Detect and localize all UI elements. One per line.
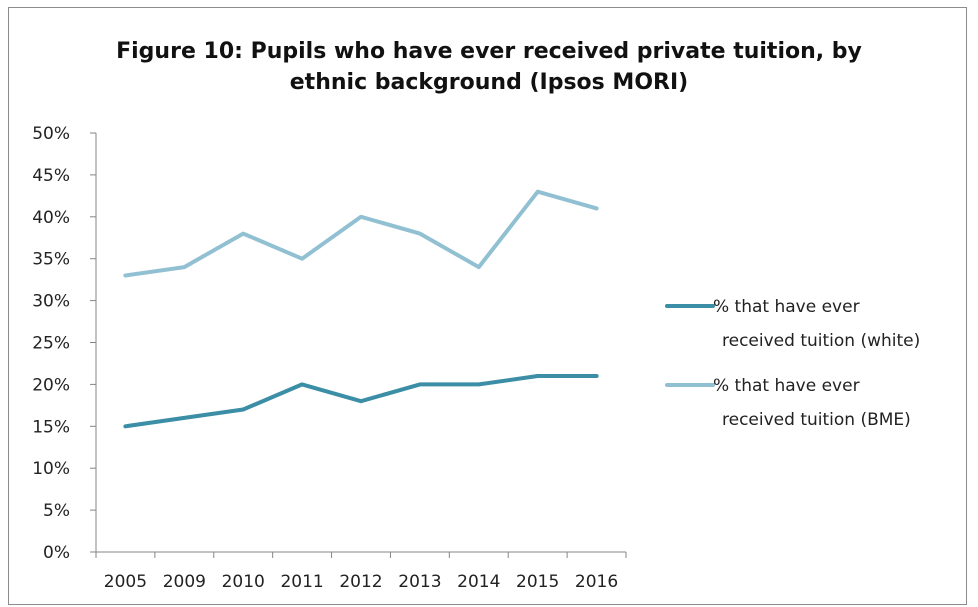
- series-0-point: [596, 375, 598, 377]
- series-0-point: [183, 417, 185, 419]
- x-tick-label: 2009: [163, 572, 206, 592]
- y-tick-label: 5%: [43, 501, 70, 521]
- x-tick-label: 2013: [398, 572, 441, 592]
- series-1-point: [183, 266, 185, 268]
- series-1-point: [301, 258, 303, 260]
- y-tick-label: 15%: [32, 417, 70, 437]
- x-tick-label: 2015: [516, 572, 559, 592]
- y-tick-label: 50%: [32, 124, 70, 144]
- series-0-point: [124, 425, 126, 427]
- y-tick-label: 40%: [32, 208, 70, 228]
- series-1-point: [124, 274, 126, 276]
- series-0-point: [478, 383, 480, 385]
- series-1-point: [478, 266, 480, 268]
- x-tick-label: 2010: [222, 572, 265, 592]
- series-0-point: [242, 409, 244, 411]
- chart-frame: [8, 7, 967, 605]
- series-line-1: [123, 189, 599, 278]
- x-tick-label: 2014: [457, 572, 500, 592]
- legend-label-0-line-1: % that have ever: [713, 297, 860, 317]
- x-tick-label: 2005: [104, 572, 147, 592]
- y-tick-label: 35%: [32, 250, 70, 270]
- x-tick-label: 2016: [575, 572, 618, 592]
- legend-label-1-line-1: % that have ever: [713, 376, 860, 396]
- series-0-point: [419, 383, 421, 385]
- series-1-point: [537, 191, 539, 193]
- y-tick-label: 10%: [32, 459, 70, 479]
- y-tick-label: 0%: [43, 543, 70, 563]
- y-tick-label: 25%: [32, 334, 70, 354]
- x-tick-label: 2011: [280, 572, 323, 592]
- chart-title-line-1: Figure 10: Pupils who have ever received…: [116, 39, 862, 64]
- series-0-point: [360, 400, 362, 402]
- y-tick-label: 30%: [32, 292, 70, 312]
- legend-label-1-line-2: received tuition (BME): [722, 410, 911, 430]
- chart-title: Figure 10: Pupils who have ever received…: [0, 36, 978, 98]
- y-tick-label: 45%: [32, 166, 70, 186]
- x-tick-label: 2012: [339, 572, 382, 592]
- series-1-point: [419, 233, 421, 235]
- series-1-point: [242, 233, 244, 235]
- series-0-point: [301, 383, 303, 385]
- chart-title-line-2: ethnic background (Ipsos MORI): [289, 70, 689, 95]
- series-0-point: [537, 375, 539, 377]
- series-1-point: [360, 216, 362, 218]
- legend-label-0-line-2: received tuition (white): [722, 331, 920, 351]
- series-1-point: [596, 207, 598, 209]
- y-tick-label: 20%: [32, 375, 70, 395]
